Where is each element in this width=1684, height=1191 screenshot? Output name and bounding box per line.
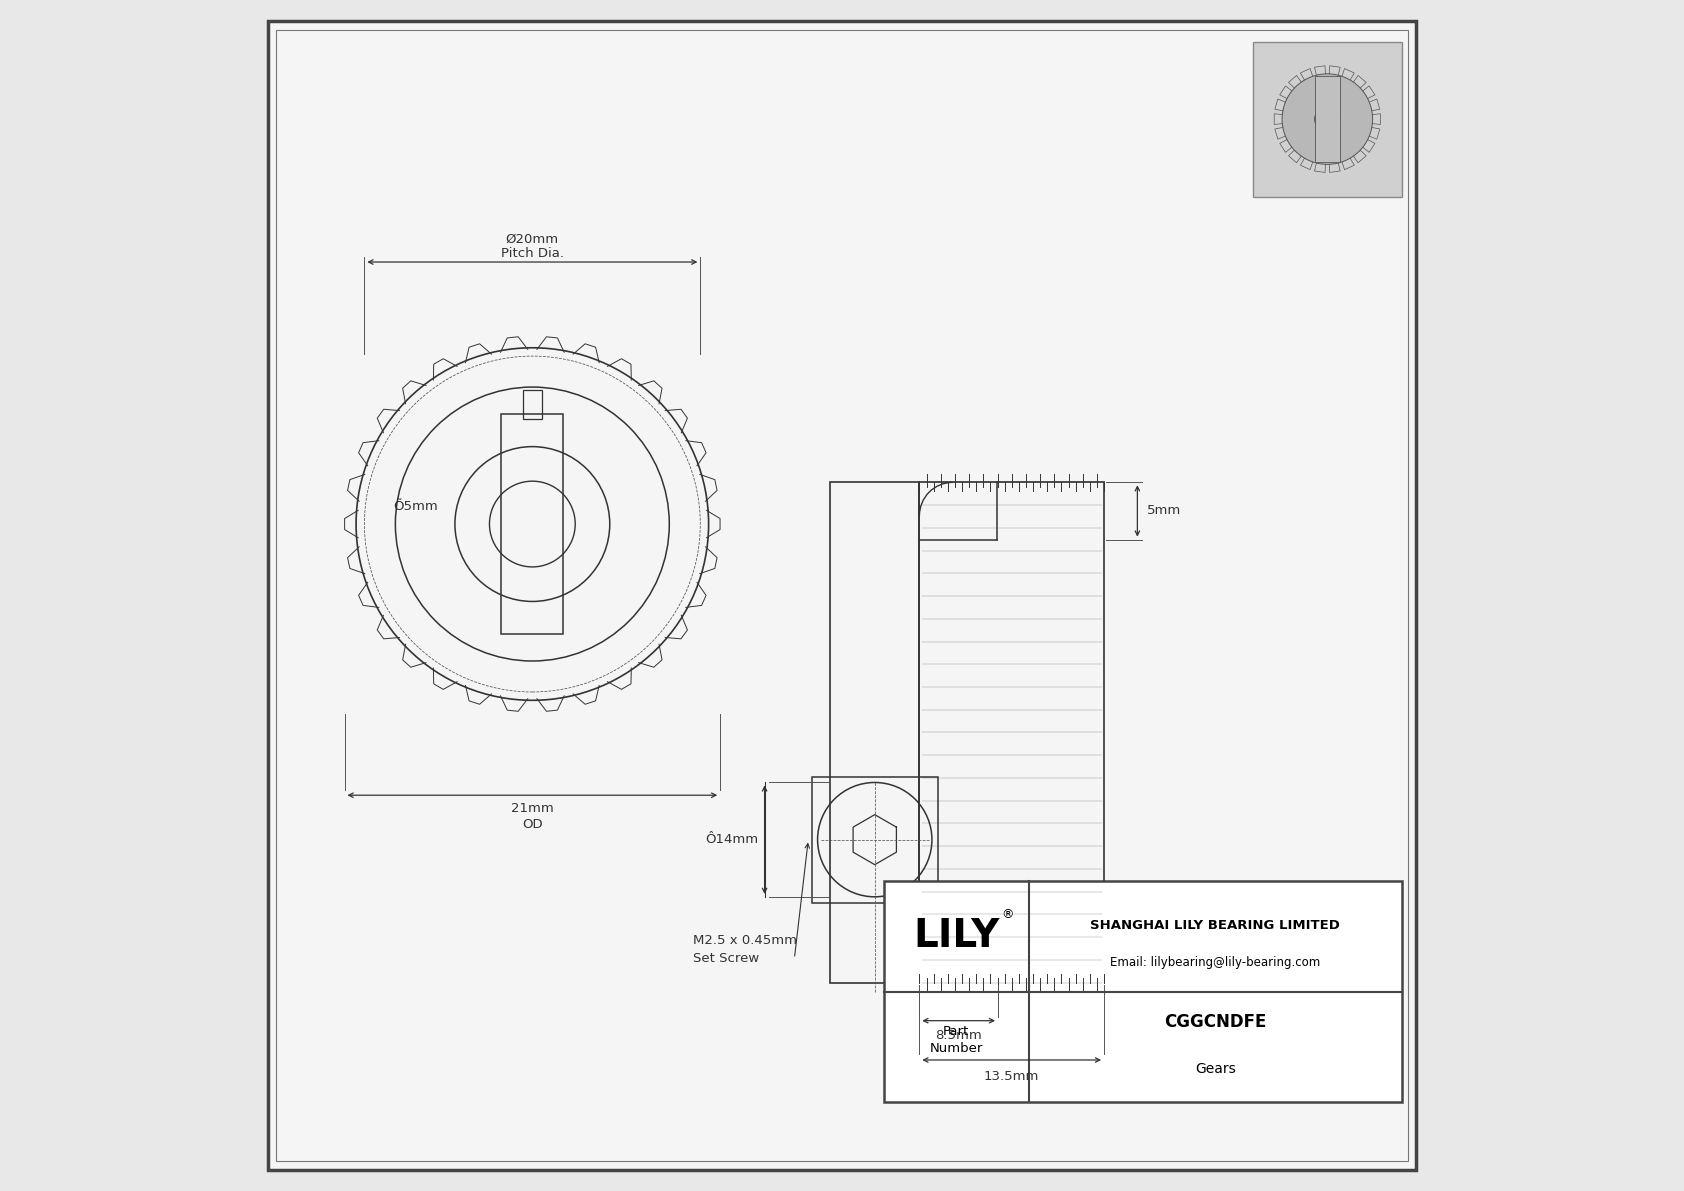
Text: LILY: LILY (913, 917, 999, 955)
Text: Õ5mm: Õ5mm (394, 500, 438, 513)
Text: CGGCNDFE: CGGCNDFE (1164, 1014, 1266, 1031)
Bar (830, 482, 919, 983)
Text: Gears: Gears (1196, 1061, 1236, 1075)
Circle shape (1282, 74, 1372, 164)
Text: Ø20mm: Ø20mm (505, 232, 559, 245)
Text: Email: lilybearing@lily-bearing.com: Email: lilybearing@lily-bearing.com (1110, 956, 1320, 969)
Text: 5mm: 5mm (1147, 505, 1180, 517)
Text: Part
Number: Part Number (930, 1025, 983, 1055)
Text: Pitch Dia.: Pitch Dia. (500, 247, 564, 260)
Text: 13.5mm: 13.5mm (983, 1070, 1039, 1083)
Text: Set Screw: Set Screw (694, 952, 759, 965)
Bar (884, 881, 1401, 1102)
Text: ®: ® (1002, 909, 1014, 922)
Bar (812, 777, 938, 903)
Bar (1253, 42, 1401, 197)
Text: 21mm: 21mm (510, 803, 554, 816)
Circle shape (1315, 106, 1340, 132)
Bar (1315, 76, 1340, 162)
Text: SHANGHAI LILY BEARING LIMITED: SHANGHAI LILY BEARING LIMITED (1090, 919, 1340, 931)
Text: 8.5mm: 8.5mm (935, 1029, 982, 1042)
Text: M2.5 x 0.45mm: M2.5 x 0.45mm (694, 934, 797, 947)
Text: Ô14mm: Ô14mm (706, 834, 758, 846)
Bar (502, 413, 564, 634)
Bar (919, 482, 1105, 983)
Text: OD: OD (522, 818, 542, 831)
Bar (522, 389, 542, 419)
